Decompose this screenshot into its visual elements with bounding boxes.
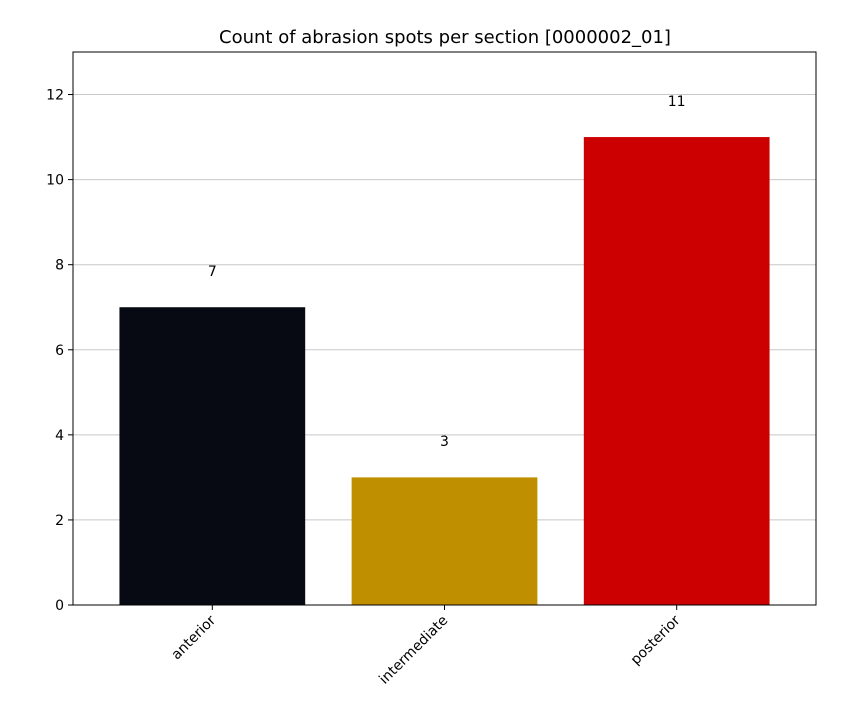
y-tick-label: 6	[55, 343, 64, 359]
bar-posterior	[583, 137, 770, 606]
y-tick-label: 8	[55, 258, 64, 274]
y-tick-label: 2	[55, 513, 64, 529]
x-tick-label: intermediate	[376, 613, 451, 688]
data-label: 3	[440, 434, 449, 450]
x-tick-label: anterior	[169, 612, 220, 663]
y-tick-label: 10	[46, 173, 64, 189]
data-label: 7	[208, 264, 217, 280]
x-tick-label: posterior	[628, 612, 684, 668]
chart-title: Count of abrasion spots per section [000…	[219, 27, 671, 48]
y-tick-label: 12	[46, 88, 64, 104]
bar-anterior	[119, 307, 306, 605]
data-label: 11	[668, 94, 686, 110]
x-axis: anterior intermediate posterior	[169, 605, 684, 688]
y-axis: 0 2 4 6 8 10 12	[46, 88, 73, 614]
data-labels: 7 3 11	[208, 94, 686, 450]
y-tick-label: 4	[55, 428, 64, 444]
y-tick-label: 0	[55, 598, 64, 614]
bar-intermediate	[351, 477, 538, 605]
bars	[119, 137, 770, 606]
